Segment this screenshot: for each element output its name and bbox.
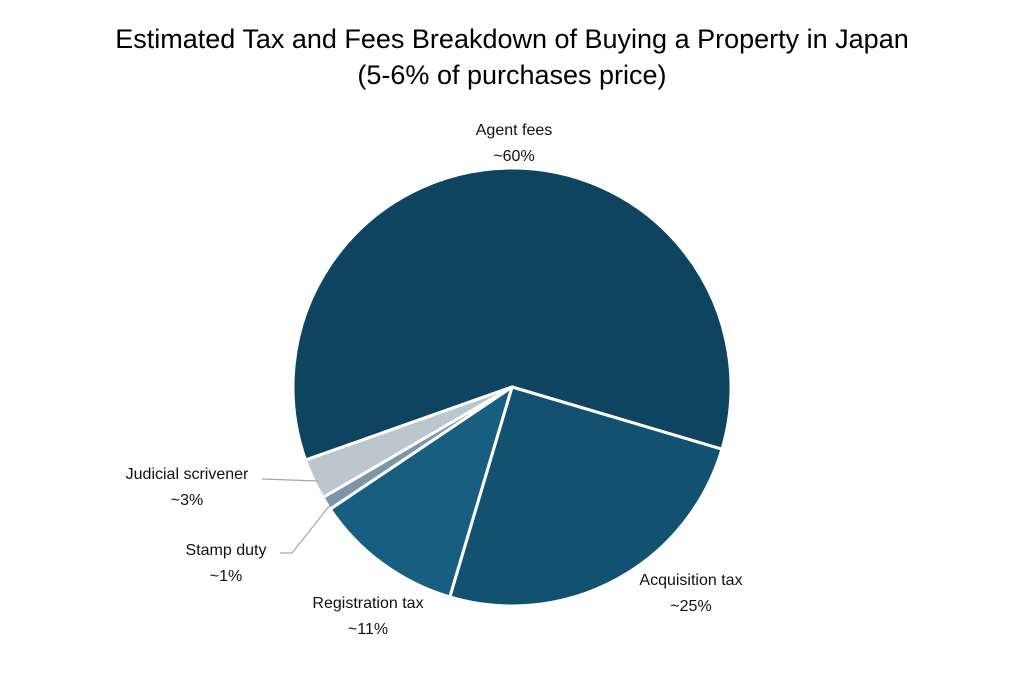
slice-value-label-registration-tax: ~11%: [348, 621, 388, 638]
pie-labels: Agent fees ~60% Acquisition tax ~25% Registr…: [126, 122, 743, 638]
pie-slice-acquisition-tax: [448, 385, 724, 608]
slice-name-label-agent-fees: Agent fees: [476, 122, 553, 139]
slice-name-label-registration-tax: Registration tax: [312, 595, 423, 612]
slice-value-label-stamp-duty: ~1%: [210, 568, 242, 585]
leader-line-stamp-duty: [280, 504, 331, 554]
slice-value-label-acquisition-tax: ~25%: [670, 598, 711, 615]
chart-subtitle: (5-6% of purchases price): [357, 60, 667, 90]
slice-name-label-judicial-scrivener: Judicial scrivener: [126, 466, 249, 483]
slice-name-label-stamp-duty: Stamp duty: [186, 542, 267, 559]
slice-name-label-acquisition-tax: Acquisition tax: [639, 572, 742, 589]
pie-slice-registration-tax: [328, 385, 514, 599]
chart-title: Estimated Tax and Fees Breakdown of Buyi…: [115, 24, 909, 54]
pie-slice-agent-fees: [291, 166, 733, 462]
leader-line-judicial-scrivener: [261, 478, 319, 482]
pie-slice-judicial-scrivener: [304, 385, 514, 499]
slice-value-label-agent-fees: ~60%: [493, 148, 534, 165]
slice-value-label-judicial-scrivener: ~3%: [171, 492, 203, 509]
pie-slices: [291, 166, 733, 608]
